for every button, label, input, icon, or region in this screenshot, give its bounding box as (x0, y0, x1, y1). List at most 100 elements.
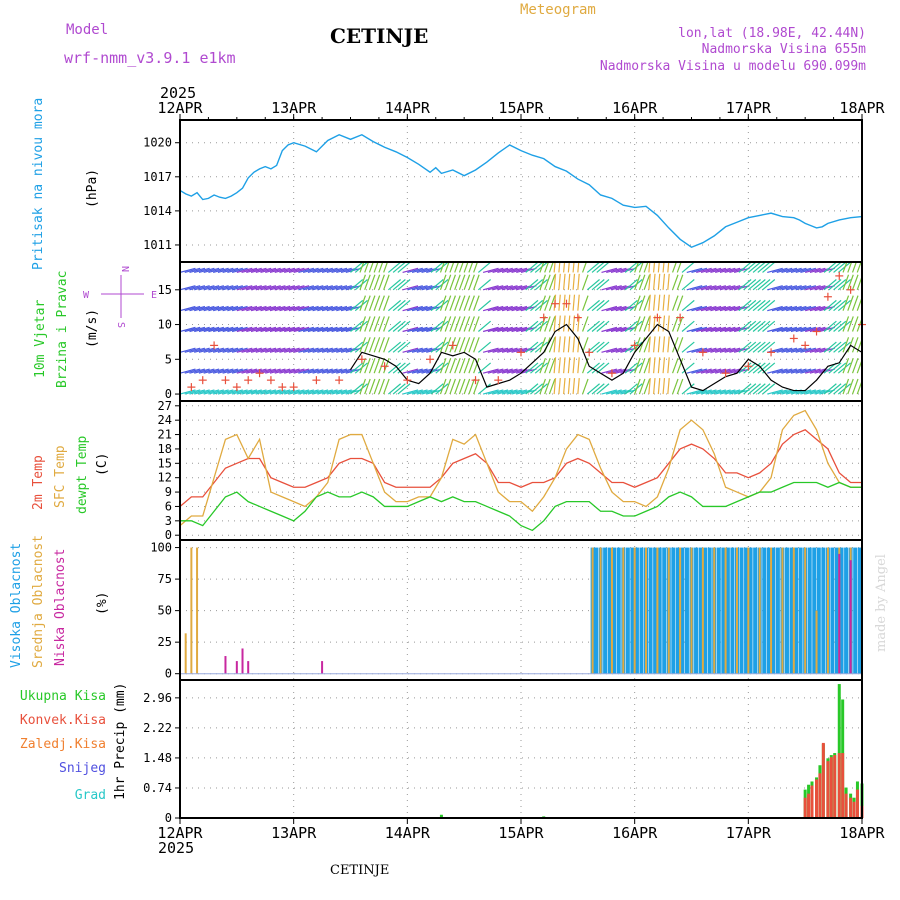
wind-barb (473, 357, 480, 374)
wind-barb (553, 336, 557, 353)
wind-barb (279, 285, 296, 291)
wind-barb (833, 299, 847, 312)
ytick-label: 2.96 (143, 691, 172, 705)
wind-barb (222, 285, 239, 291)
wind-barb (577, 378, 580, 395)
cloud-bar-high (744, 547, 749, 674)
wind-barb (558, 262, 561, 273)
wind-barb (407, 389, 423, 395)
ytick-label: 1014 (143, 204, 172, 218)
wind-barb (657, 357, 661, 374)
wind-barb (776, 326, 793, 333)
wind-barb (274, 305, 291, 312)
wind-barb (667, 294, 670, 311)
wind-barb (700, 347, 717, 353)
cloud-bar-low (224, 656, 227, 674)
model-name: wrf-nmm_v3.9.1 e1km (64, 49, 236, 67)
wind-barb (321, 368, 338, 374)
wind-barb (203, 347, 220, 353)
wind-barb (671, 295, 679, 311)
wind-barb (548, 262, 554, 273)
xtick-label-bottom: 16APR (612, 824, 658, 842)
wind-barb (767, 389, 783, 395)
cloud-bar-mid (599, 547, 602, 674)
wind-barb (771, 326, 788, 333)
wind-barb (288, 267, 305, 274)
wind-barb (350, 262, 364, 273)
wind-barb (586, 299, 600, 312)
wind-barb (368, 262, 374, 273)
wind-barb (236, 389, 253, 395)
wind-barb (676, 337, 684, 353)
wind-barb (800, 326, 817, 333)
wind-barb (530, 262, 544, 273)
wind-barb (719, 305, 736, 312)
wind-barb (596, 341, 610, 353)
cloud-bar-mid (770, 547, 773, 674)
wind-barb (274, 347, 291, 353)
wind-barb (657, 262, 660, 273)
wind-barb (558, 273, 561, 290)
wind-barb (430, 262, 444, 273)
wind-barb (350, 299, 364, 312)
wind-barb (293, 267, 310, 274)
wind-barb (771, 347, 788, 353)
wind-barb (610, 347, 627, 353)
wind-barb (790, 267, 807, 274)
wind-barb (411, 267, 428, 274)
cloud-bar-mid (690, 547, 693, 674)
wind-barb (671, 337, 679, 353)
wind-barb (705, 326, 722, 333)
wind-barb (217, 305, 234, 312)
wind-barb (279, 347, 296, 353)
wind-barb (681, 299, 695, 312)
wind-barb (696, 305, 712, 312)
wind-barb (643, 378, 651, 395)
model-elevation-text: Nadmorska Visina u modelu 690.099m (600, 59, 866, 74)
wind-barb (596, 262, 610, 273)
wind-barb (364, 357, 371, 374)
wind-barb (307, 267, 324, 274)
wind-barb (463, 274, 471, 291)
wind-barb (851, 316, 859, 332)
wind-barb (710, 389, 727, 395)
wind-barb (284, 368, 300, 374)
wind-barb (284, 285, 300, 291)
wind-barb (231, 347, 248, 353)
wind-barb (321, 267, 338, 274)
wind-barb (624, 341, 638, 353)
wind-barb (246, 389, 262, 395)
wind-barb (767, 305, 783, 312)
wind-barb (667, 262, 670, 273)
wind-barb (667, 357, 670, 374)
wind-barb (430, 320, 444, 332)
wind-barb (511, 389, 528, 395)
wind-barb (468, 378, 475, 395)
wind-barb (591, 262, 605, 273)
wind-barb (577, 262, 580, 273)
ytick-label: 100 (150, 541, 172, 555)
cloud-bar-low (838, 553, 841, 674)
wind-barb (255, 347, 272, 353)
wind-barb (563, 273, 566, 290)
wind-barb (392, 279, 406, 291)
wind-barb (710, 347, 727, 353)
wind-barb (643, 295, 651, 311)
wind-barb (724, 368, 741, 374)
wind-barb (255, 285, 272, 291)
wind-barb (468, 357, 475, 374)
cloud-bar-high (694, 547, 699, 674)
wind-barb (539, 295, 546, 311)
wind-barb (411, 285, 428, 291)
wind-barb (501, 368, 518, 374)
wind-barb (851, 357, 859, 374)
wind-barb (227, 326, 243, 333)
wind-barb (208, 267, 225, 274)
wind-barb (397, 383, 411, 395)
wind-barb (321, 347, 338, 353)
temp-label-2m: 2m Temp (31, 455, 46, 510)
wind-barb (842, 274, 850, 291)
cloud-bar-low (321, 661, 324, 674)
cloud-bar-high (812, 547, 817, 674)
wind-barb (705, 285, 722, 291)
